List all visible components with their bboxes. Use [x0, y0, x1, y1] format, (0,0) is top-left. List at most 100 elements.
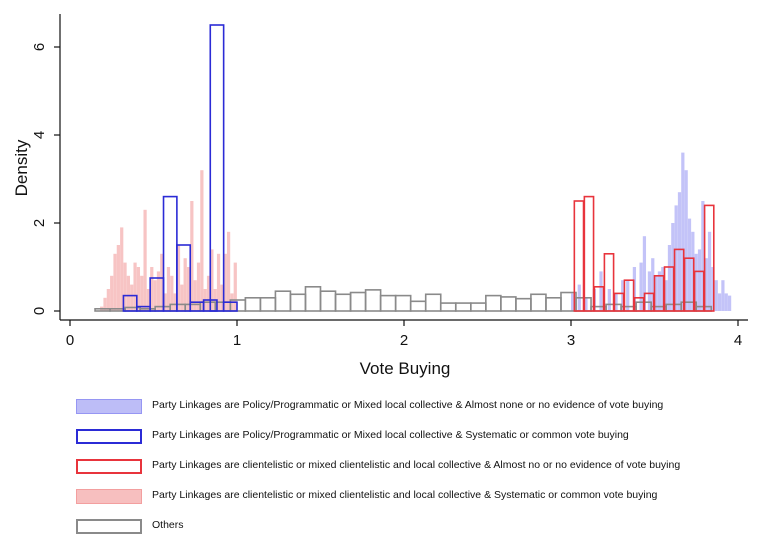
histogram-bar [143, 209, 147, 311]
histogram-bar [613, 292, 625, 312]
series-3 [100, 170, 237, 311]
histogram-bar [657, 271, 662, 311]
histogram-bar [116, 245, 120, 311]
y-tick-label: 2 [31, 219, 48, 227]
legend-item: Party Linkages are clientelistic or mixe… [72, 456, 752, 478]
histogram-bar [485, 294, 502, 312]
histogram-bar [103, 297, 107, 311]
histogram-bar [687, 218, 692, 311]
histogram-bar [200, 170, 204, 311]
histogram-bar [349, 291, 367, 312]
histogram-bar [193, 280, 197, 311]
histogram-bar [274, 290, 292, 312]
histogram-bar [113, 253, 117, 311]
histogram-bar [694, 253, 698, 311]
x-tick-label: 3 [567, 332, 575, 349]
histogram-bar [180, 284, 184, 311]
legend-label: Party Linkages are clientelistic or mixe… [152, 489, 658, 501]
x-tick-label: 4 [734, 332, 742, 349]
histogram-bar [599, 271, 603, 311]
histogram-bar [667, 245, 672, 311]
histogram-bar [364, 289, 382, 312]
histogram-bar [394, 294, 412, 312]
histogram-bar [647, 271, 652, 311]
histogram-bar [681, 152, 685, 311]
histogram-bar [130, 284, 134, 311]
series-1 [122, 24, 238, 312]
histogram-bar [639, 262, 643, 311]
legend-item: Party Linkages are Policy/Programmatic o… [72, 426, 752, 448]
legend-item: Party Linkages are Policy/Programmatic o… [72, 396, 752, 418]
legend-item: Party Linkages are clientelistic or mixe… [72, 486, 752, 508]
histogram-bar [614, 293, 618, 311]
y-tick-label: 6 [31, 43, 48, 51]
histogram-bar [673, 248, 685, 312]
histogram-bar [584, 297, 588, 311]
histogram-bar [530, 293, 547, 312]
histogram-bar [190, 201, 194, 311]
series-4 [94, 285, 713, 312]
histogram-bar [683, 257, 695, 312]
histogram-bar [515, 297, 532, 312]
histogram-bar [642, 236, 647, 311]
histogram-bar [334, 293, 352, 312]
histogram-bar [176, 244, 192, 312]
histogram-bar [684, 170, 688, 311]
histogram-bar [106, 289, 110, 311]
legend-label: Party Linkages are Policy/Programmatic o… [152, 429, 629, 441]
histogram-chart: 0 1 2 3 4 0 2 4 6 Vote Buying Density [12, 14, 748, 378]
legend-label: Others [152, 519, 184, 531]
y-axis-ticks: 0 2 4 6 [31, 43, 60, 315]
histogram-bar [693, 270, 705, 312]
legend-swatch [76, 459, 142, 474]
histogram-bar [289, 293, 307, 312]
legend-swatch [76, 519, 142, 534]
histogram-bar [654, 275, 658, 311]
histogram-bar [701, 201, 705, 311]
series-2 [573, 195, 715, 312]
histogram-bar [583, 195, 595, 312]
legend-swatch [76, 489, 142, 504]
histogram-bar [724, 293, 728, 311]
histogram-bar [233, 262, 237, 311]
histogram-bar [703, 204, 715, 312]
histogram-bar [160, 253, 164, 311]
histogram-bar [653, 274, 665, 312]
histogram-bar [244, 296, 262, 312]
histogram-bar [146, 289, 151, 311]
histogram-bar [643, 292, 655, 312]
histogram-bar [571, 293, 575, 311]
histogram-bar [166, 267, 171, 311]
histogram-bar [176, 245, 181, 311]
x-axis-ticks: 0 1 2 3 4 [66, 320, 742, 349]
histogram-bar [663, 266, 675, 312]
x-tick-label: 0 [66, 332, 74, 349]
histogram-bar [593, 285, 605, 312]
histogram-bar [170, 275, 174, 311]
histogram-bar [633, 296, 645, 312]
histogram-bar [664, 280, 668, 311]
histogram-bar [500, 296, 517, 312]
histogram-bar [623, 279, 635, 312]
histogram-bar [721, 280, 725, 311]
histogram-bar [714, 280, 718, 311]
histogram-bar [222, 301, 238, 312]
histogram-bar [110, 275, 114, 311]
histogram-bar [150, 267, 154, 311]
histogram-bar [216, 253, 221, 311]
histogram-bar [454, 302, 472, 312]
x-tick-label: 2 [400, 332, 408, 349]
histogram-bar [122, 294, 138, 312]
histogram-bar [409, 300, 427, 312]
histogram-bar [424, 293, 442, 312]
histogram-bar [607, 289, 611, 311]
histogram-bar [153, 280, 157, 311]
histogram-bar [707, 231, 712, 311]
histogram-bar [186, 267, 191, 311]
histogram-bar [136, 267, 141, 311]
histogram-bar [209, 24, 225, 312]
histogram-bar [206, 275, 211, 311]
histogram-bar [223, 253, 227, 311]
y-tick-label: 4 [31, 131, 48, 139]
histogram-bar [259, 296, 277, 312]
